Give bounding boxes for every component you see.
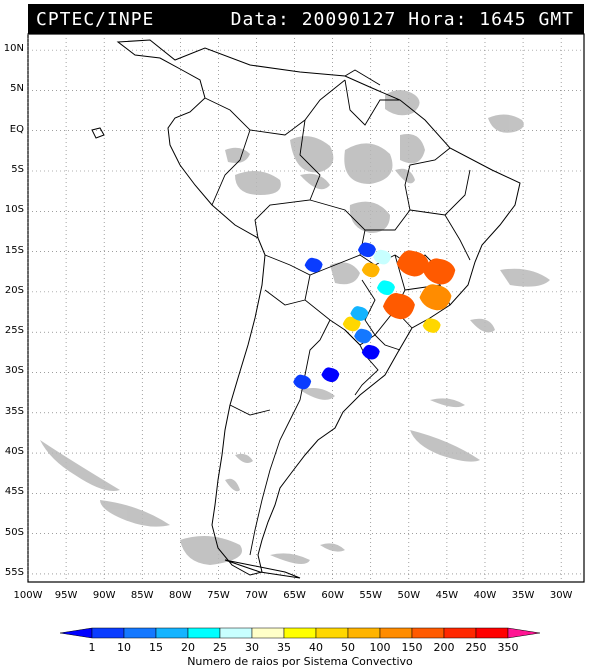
legend-swatch (507, 627, 541, 639)
lat-label: 10N (3, 43, 24, 55)
graticule (27, 34, 584, 582)
legend-tick-label: 10 (117, 641, 131, 654)
convective-system (419, 284, 452, 311)
legend-swatch (379, 627, 413, 639)
lon-label: 30W (549, 590, 573, 601)
lon-label: 55W (359, 590, 383, 601)
legend-tick-label: 20 (181, 641, 195, 654)
legend-caption: Numero de raios por Sistema Convectivo (187, 655, 413, 668)
lon-label: 35W (511, 590, 535, 601)
legend-swatch (155, 627, 189, 639)
lon-label: 60W (321, 590, 344, 601)
convective-system (304, 257, 323, 273)
convective-system (373, 249, 392, 265)
lon-label: 80W (169, 590, 192, 601)
legend-swatch (347, 627, 381, 639)
lat-label: 40S (4, 446, 24, 458)
convective-system (321, 367, 340, 383)
legend-swatch (187, 627, 221, 639)
timezone: GMT (538, 9, 574, 30)
legend-tick-label: 350 (497, 641, 519, 654)
lat-label: 20S (4, 284, 24, 296)
convective-system (423, 258, 456, 285)
convective-system (382, 293, 415, 320)
convective-systems (293, 242, 456, 390)
cloud-cover (40, 90, 550, 565)
lon-label: 70W (245, 590, 268, 601)
lon-label: 75W (207, 590, 230, 601)
legend-swatch (91, 627, 125, 639)
lon-label: 90W (92, 590, 116, 601)
legend-tick-label: 50 (341, 641, 355, 654)
convective-system (293, 374, 312, 390)
legend-tick-label: 150 (401, 641, 423, 654)
lat-label: 5N (10, 83, 24, 95)
convective-system (361, 262, 380, 278)
legend-tick-label: 250 (465, 641, 487, 654)
date-label: Data: (230, 9, 290, 30)
convective-system (357, 242, 376, 258)
convective-system (354, 328, 373, 344)
legend-colorbar (59, 627, 541, 639)
lon-label: 85W (130, 590, 154, 601)
convective-system (396, 250, 429, 277)
legend-swatch (59, 627, 93, 639)
date-value: 20090127 (301, 9, 397, 30)
convective-system (361, 344, 380, 360)
legend-swatch (283, 627, 317, 639)
lat-label: 45S (4, 486, 24, 498)
convective-system (422, 318, 441, 333)
legend-tick-label: 40 (309, 641, 323, 654)
coastlines (91, 39, 521, 579)
legend-swatch (475, 627, 509, 639)
legend-tick-label: 30 (245, 641, 259, 654)
time-label: Hora: (408, 9, 468, 30)
legend-swatch (219, 627, 253, 639)
timestamp: Data: 20090127 Hora: 1645 GMT (231, 9, 574, 30)
lat-label: 25S (4, 325, 24, 337)
convective-system (376, 280, 395, 296)
convective-system (350, 306, 369, 321)
legend-tick-label: 35 (277, 641, 291, 654)
convective-system (342, 316, 361, 332)
legend-swatch (251, 627, 285, 639)
time-value: 1645 (479, 9, 527, 30)
lat-label: 55S (4, 566, 24, 578)
lat-label: 50S (4, 526, 24, 538)
legend-tick-label: 25 (213, 641, 227, 654)
lat-label: 5S (11, 164, 24, 175)
legend-swatch (315, 627, 349, 639)
lat-label: 10S (4, 204, 24, 216)
legend-tick-label: 15 (149, 641, 163, 654)
legend-tick-label: 100 (369, 641, 391, 654)
source-label: CPTEC/INPE (36, 9, 155, 30)
legend-swatch (123, 627, 157, 639)
lon-label: 95W (54, 590, 78, 601)
lat-label: 30S (4, 365, 24, 377)
lon-label: 65W (283, 590, 306, 601)
lon-label: 40W (473, 590, 497, 601)
legend-swatch (411, 627, 445, 639)
lat-label: 15S (4, 244, 24, 256)
legend-swatch (443, 627, 477, 639)
legend-tick-label: 200 (433, 641, 455, 654)
map-title-bar: CPTEC/INPE Data: 20090127 Hora: 1645 GMT (28, 4, 584, 34)
lat-label: EQ (9, 123, 24, 135)
lon-label: 45W (435, 590, 459, 601)
lon-label: 100W (13, 590, 43, 601)
map-frame (27, 33, 585, 583)
lon-label: 50W (397, 590, 421, 601)
lat-label: 35S (4, 405, 24, 417)
legend-tick-label: 1 (88, 641, 96, 654)
